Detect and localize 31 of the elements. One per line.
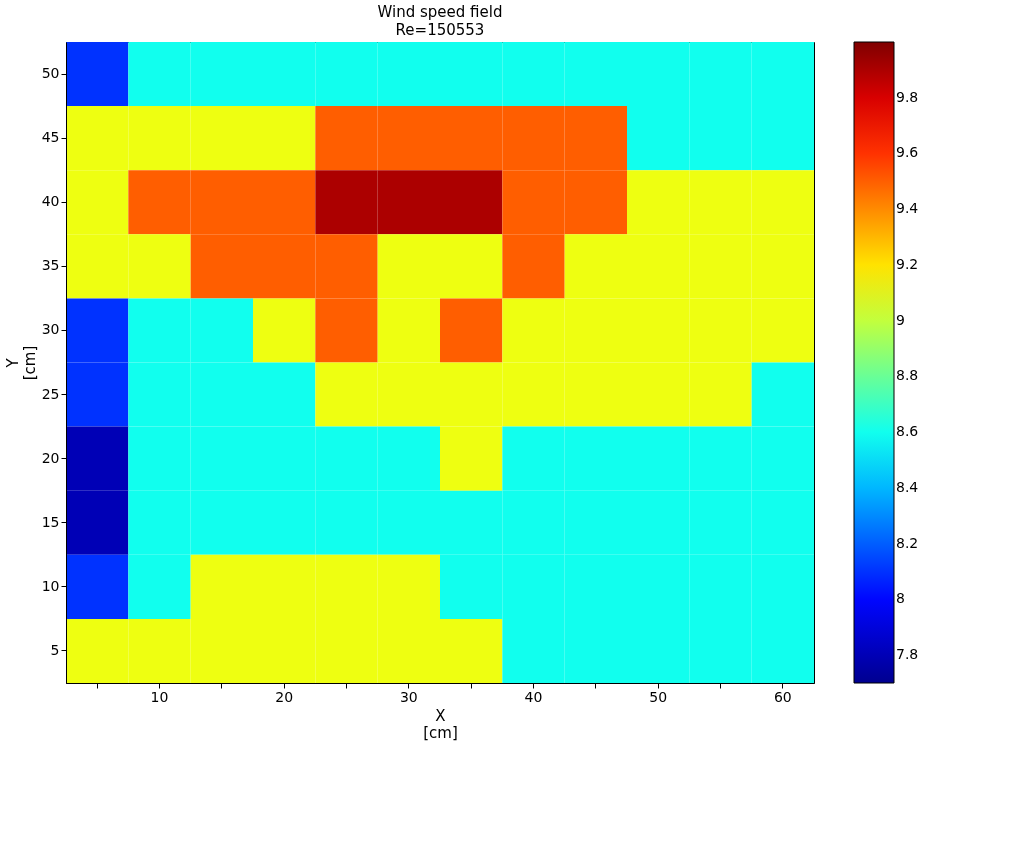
y-tick-label: 5: [50, 641, 60, 658]
y-axis-title: Y [cm]: [3, 345, 39, 381]
x-tick-label: 60: [773, 688, 792, 705]
x-tick-label: 50: [649, 688, 668, 705]
chart-subtitle: Re=150553: [395, 21, 485, 39]
color-bar-label: 8: [896, 590, 905, 607]
color-bar-label: 9.2: [896, 255, 919, 272]
chart-title: Wind speed field: [377, 3, 503, 21]
y-tick-label: 40: [41, 193, 60, 210]
y-tick-label: 15: [41, 513, 60, 530]
x-tick-label: 40: [524, 688, 543, 705]
x-tick-label: 20: [275, 688, 294, 705]
color-bar-label: 9.4: [896, 200, 919, 217]
y-tick-label: 35: [41, 257, 60, 274]
y-tick-label: 20: [41, 449, 60, 466]
y-tick-label: 45: [41, 129, 60, 146]
color-bar-label: 8.6: [896, 423, 919, 440]
x-tick-label: 10: [150, 688, 169, 705]
x-tick-label: 30: [399, 688, 418, 705]
color-bar-label: 7.8: [896, 646, 919, 663]
x-axis-title: X [cm]: [423, 706, 458, 742]
color-bar-label: 9.8: [896, 88, 919, 105]
color-bar-label: 8.4: [896, 478, 919, 495]
y-tick-label: 30: [41, 321, 60, 338]
y-tick-label: 50: [41, 65, 60, 82]
y-tick-label: 10: [41, 577, 60, 594]
y-tick-label: 25: [41, 385, 60, 402]
color-bar-label: 9.6: [896, 144, 919, 161]
color-bar-label: 9: [896, 311, 905, 328]
color-bar-label: 8.8: [896, 367, 919, 384]
color-bar-label: 8.2: [896, 534, 919, 551]
